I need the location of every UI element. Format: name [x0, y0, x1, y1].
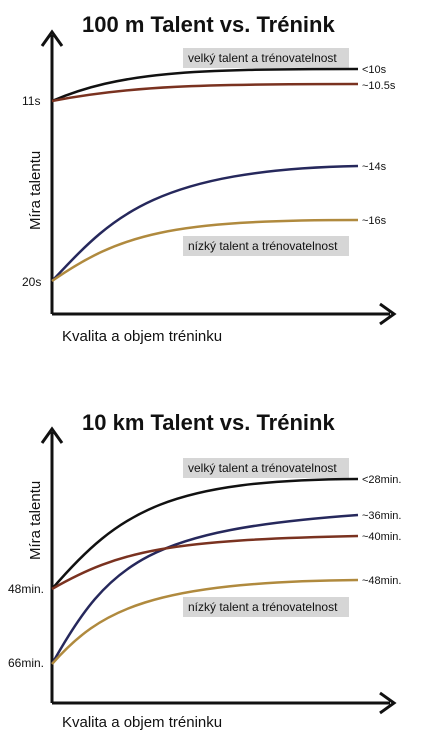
chart-1-x-label: Kvalita a objem tréninku: [62, 328, 222, 345]
chart-2-series-40min: [51, 534, 359, 591]
chart-1-note-low-box: [183, 236, 349, 256]
chart-2-x-label: Kvalita a objem tréninku: [62, 714, 222, 731]
chart-2-y-tick-top: 48min.: [8, 582, 44, 596]
chart-2-note-high-box: [183, 458, 349, 478]
chart-2-series-28min: [51, 477, 359, 590]
chart-1-title: 100 m Talent vs. Trénink: [82, 12, 335, 37]
chart-2-end-label-48min: ~48min.: [362, 575, 401, 587]
chart-1-series-16s: [51, 218, 359, 283]
chart-2-end-label-28min: <28min.: [362, 474, 401, 486]
chart-1-end-label-14s: ~14s: [362, 161, 387, 173]
chart-1-series-10-5s: [51, 82, 359, 103]
chart-2-y-axis-arrow: [40, 426, 64, 444]
chart-1-y-axis-arrow: [40, 29, 64, 47]
chart-2-note-low: nízký talent a trénovatelnost: [188, 600, 338, 614]
chart-1-note-high-box: [183, 48, 349, 68]
chart-1-series-10s: [51, 67, 359, 103]
chart-2-title: 10 km Talent vs. Trénink: [82, 410, 335, 435]
chart-1-y-label: Míra talentu: [27, 151, 44, 230]
chart-1-note-low: nízký talent a trénovatelnost: [188, 239, 338, 253]
chart-2-y-label: Míra talentu: [27, 481, 44, 560]
chart-1-end-label-10-5s: ~10.5s: [362, 80, 396, 92]
chart-1-note-high: velký talent a trénovatelnost: [188, 51, 337, 65]
chart-1-end-label-10s: <10s: [362, 64, 387, 76]
chart-1-y-tick-top: 11s: [22, 94, 40, 108]
chart-2-note-low-box: [183, 597, 349, 617]
chart-1-end-label-16s: ~16s: [362, 215, 387, 227]
chart-1: 100 m Talent vs. Trénink Míra talentu Kv…: [22, 12, 397, 345]
chart-2-end-label-40min: ~40min.: [362, 531, 401, 543]
chart-2-y-tick-bottom: 66min.: [8, 656, 44, 670]
chart-1-series-14s: [51, 164, 359, 282]
chart-2-x-axis-arrow: [379, 691, 397, 715]
chart-2-series-36min: [50, 513, 359, 665]
chart-1-y-tick-bottom: 20s: [22, 275, 41, 289]
chart-1-x-axis-arrow: [379, 302, 397, 326]
chart-2-end-label-36min: ~36min.: [362, 510, 401, 522]
chart-2-series-48min: [51, 578, 359, 665]
chart-2: 10 km Talent vs. Trénink Míra talentu Kv…: [8, 410, 401, 731]
chart-2-note-high: velký talent a trénovatelnost: [188, 461, 337, 475]
